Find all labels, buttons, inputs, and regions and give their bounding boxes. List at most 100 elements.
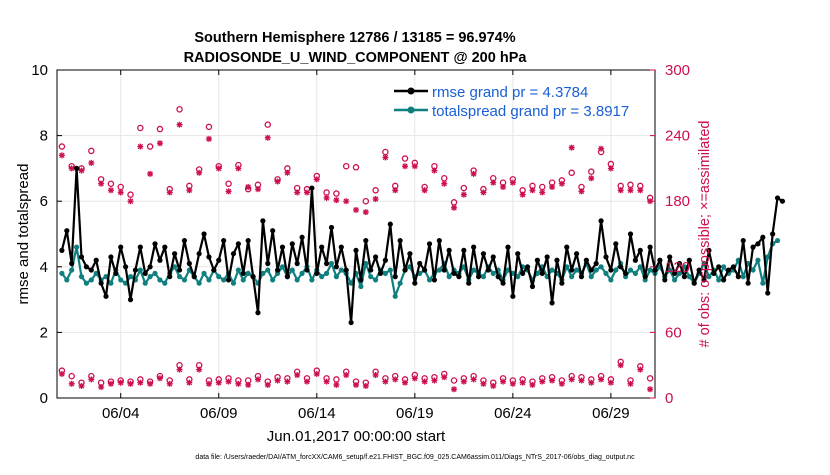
obs-assimilated-stroke: [510, 381, 516, 387]
rmse-series-point: [466, 280, 472, 286]
obs-assimilated-stroke: [637, 187, 644, 193]
rmse-series-point: [142, 270, 148, 276]
totalspread-series-point: [294, 277, 300, 283]
obs-assimilated-stroke: [647, 386, 653, 392]
obs-assimilated-stroke: [421, 187, 428, 193]
legend-totalspread-marker: [407, 106, 415, 114]
obs-possible-point: [176, 106, 183, 113]
rmse-series-point: [706, 247, 712, 253]
obs-assimilated-point: [303, 378, 310, 385]
rmse-series-point: [691, 280, 697, 286]
obs-assimilated-stroke: [245, 184, 251, 190]
totalspread-series-point: [765, 254, 771, 260]
obs-assimilated-stroke: [627, 381, 634, 387]
obs-assimilated-stroke: [216, 379, 222, 386]
obs-possible-point: [450, 199, 458, 206]
obs-assimilated-point: [431, 377, 438, 384]
obs-assimilated-point: [539, 378, 546, 385]
legend-rmse-label: rmse grand pr = 4.3784: [432, 84, 588, 101]
totalspread-series-point: [279, 264, 286, 270]
obs-assimilated-stroke: [441, 374, 447, 380]
obs-assimilated-stroke: [598, 376, 604, 383]
rmse-series-point: [426, 241, 433, 247]
x-axis-label: Jun.01,2017 00:00:00 start: [267, 428, 446, 445]
obs-possible-point: [264, 121, 272, 128]
obs-assimilated-point: [411, 375, 418, 382]
rmse-series-point: [549, 300, 555, 306]
left-y-tick-label: 10: [31, 62, 48, 79]
footnote-data-file: data file: /Users/raeder/DAI/ATM_forcXX/…: [195, 454, 635, 461]
obs-assimilated-point: [519, 379, 526, 386]
rmse-series-point: [593, 260, 599, 267]
totalspread-series-point: [270, 277, 276, 283]
left-y-tick-label: 0: [40, 390, 48, 407]
totalspread-series-point: [672, 277, 678, 283]
rmse-series-point: [113, 270, 119, 276]
totalspread-series-point: [774, 237, 781, 244]
obs-assimilated-point: [470, 376, 477, 383]
totalspread-series-point: [333, 274, 339, 280]
totalspread-series-point: [157, 277, 163, 283]
obs-assimilated-point: [382, 154, 389, 161]
obs-assimilated-stroke: [510, 179, 516, 186]
obs-assimilated-stroke: [490, 179, 496, 186]
totalspread-series-point: [299, 270, 305, 276]
obs-assimilated-point: [254, 376, 261, 383]
obs-assimilated-stroke: [323, 378, 330, 385]
totalspread-series-point: [760, 280, 766, 286]
obs-assimilated-point: [205, 135, 212, 142]
obs-assimilated-point: [156, 140, 163, 147]
totalspread-series-point: [181, 277, 188, 283]
rmse-series-point: [750, 244, 756, 250]
obs-assimilated-stroke: [78, 383, 85, 389]
obs-assimilated-point: [549, 183, 556, 190]
rmse-series-point: [294, 260, 300, 267]
rmse-series-point: [760, 234, 766, 240]
obs-assimilated-stroke: [167, 189, 173, 196]
rmse-series-point: [402, 267, 408, 273]
obs-possible-point: [450, 377, 458, 384]
obs-assimilated-stroke: [480, 381, 487, 387]
obs-assimilated-stroke: [451, 386, 457, 392]
obs-assimilated-stroke: [206, 136, 212, 142]
obs-assimilated-stroke: [578, 377, 585, 384]
legend: rmse grand pr = 4.3784 totalspread grand…: [394, 84, 629, 120]
rmse-series-point: [221, 237, 227, 244]
totalspread-series-point: [613, 267, 619, 273]
chart-title-line2: RADIOSONDE_U_WIND_COMPONENT @ 200 hPa: [184, 50, 528, 66]
obs-assimilated-stroke: [529, 382, 536, 388]
rmse-series-point: [618, 264, 624, 270]
totalspread-series-point: [289, 267, 295, 273]
obs-possible-point: [323, 189, 330, 196]
rmse-series-point: [544, 254, 550, 260]
obs-assimilated-point: [333, 381, 340, 388]
obs-assimilated-point: [58, 152, 65, 159]
obs-assimilated-stroke: [196, 366, 202, 373]
rmse-series-point: [422, 267, 428, 273]
left-y-tick-label: 6: [40, 193, 48, 210]
totalspread-series-point: [206, 277, 212, 283]
rmse-series-point: [299, 234, 305, 240]
rmse-series-point: [216, 257, 222, 263]
rmse-series-point: [730, 264, 737, 270]
rmse-series-point: [147, 264, 153, 270]
totalspread-series-point: [368, 274, 374, 280]
obs-assimilated-stroke: [265, 382, 271, 388]
totalspread-series-point: [480, 274, 487, 280]
obs-assimilated-point: [490, 179, 497, 186]
obs-assimilated-point: [235, 165, 242, 172]
rmse-series-point: [431, 277, 438, 283]
totalspread-series-point: [142, 280, 148, 286]
totalspread-series-point: [667, 267, 673, 273]
obs-assimilated-stroke: [490, 383, 496, 389]
rmse-series-point: [461, 247, 467, 253]
rmse-series-point: [613, 241, 619, 247]
obs-assimilated-stroke: [578, 188, 585, 195]
obs-assimilated-point: [186, 187, 193, 194]
rmse-series-point: [485, 267, 491, 273]
obs-assimilated-point: [107, 380, 114, 387]
obs-assimilated-point: [617, 187, 624, 194]
left-y-tick-label: 8: [40, 128, 48, 145]
rmse-series-point: [417, 260, 423, 267]
obs-assimilated-point: [166, 189, 173, 196]
